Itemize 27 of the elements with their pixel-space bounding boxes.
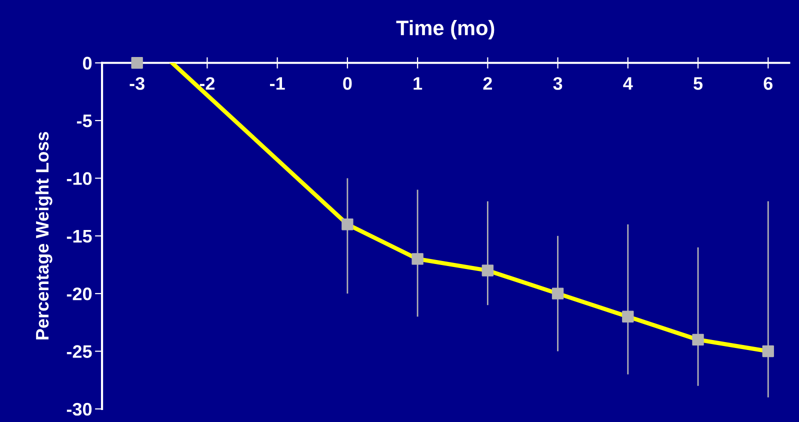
point [622, 310, 634, 322]
point [412, 253, 424, 265]
y-tick-label: -15 [66, 230, 92, 243]
y-tick-label: -5 [76, 114, 92, 128]
point [692, 334, 704, 346]
point [131, 57, 143, 69]
x-tick-label: 5 [694, 77, 703, 90]
y-tick-label: -30 [66, 402, 92, 416]
x-axis-title: Time (mo) [396, 20, 494, 40]
y-tick-label: -25 [66, 345, 92, 358]
x-tick-label: -3 [130, 77, 144, 90]
point [482, 264, 494, 276]
x-tick-label: 6 [764, 77, 773, 90]
x-tick-label: 2 [483, 77, 492, 90]
point [552, 288, 564, 300]
y-tick-label: -20 [66, 288, 92, 300]
x-tick-label: 4 [623, 77, 633, 90]
x-tick-label: -1 [270, 77, 285, 90]
y-tick-label: 0 [82, 56, 92, 70]
point [342, 218, 354, 230]
x-tick-label: 0 [343, 77, 352, 90]
x-tick-label: 1 [414, 77, 422, 90]
x-tick-label: 3 [553, 77, 562, 90]
x-tick-label: -2 [200, 77, 215, 90]
y-axis-title: Percentage Weight Loss [35, 132, 52, 340]
y-tick-label: -10 [66, 172, 92, 185]
point [762, 345, 774, 358]
